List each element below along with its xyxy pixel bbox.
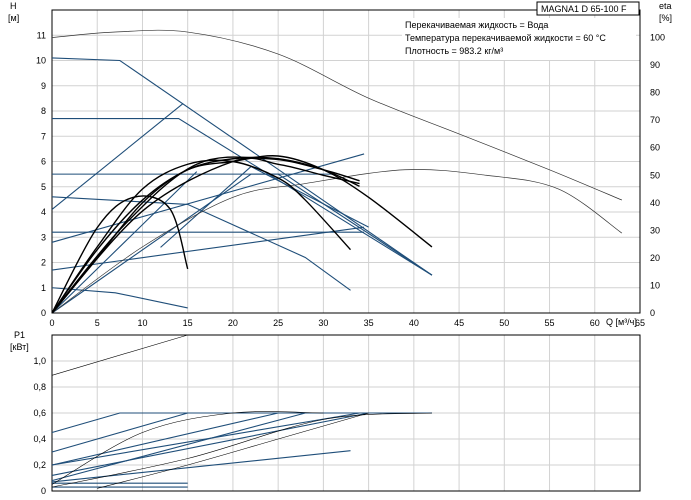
x-tick-label: 30 xyxy=(318,318,328,328)
series-line-eff-thin-13 xyxy=(51,169,623,314)
y-tick-label-eta: 30 xyxy=(650,225,660,235)
x-tick-label: 50 xyxy=(499,318,509,328)
y-tick-label-head: 2 xyxy=(41,258,46,268)
y-tick-label-head: 11 xyxy=(37,30,46,40)
series-line-pump-0 xyxy=(51,57,433,276)
x-tick-label: 65 xyxy=(635,318,645,328)
info-backdrop xyxy=(402,18,636,60)
y-tick-label-eta: 80 xyxy=(650,88,660,98)
power-line-4 xyxy=(51,412,432,476)
model-title-box xyxy=(536,1,640,16)
x-axis-label-flow: Q [м³/ч] xyxy=(606,317,637,327)
bottom-panel-series xyxy=(51,334,622,489)
power-line-8 xyxy=(51,412,360,466)
x-tick-label: 35 xyxy=(364,318,374,328)
y-tick-label-eta: 60 xyxy=(650,143,660,153)
y-axis-label-head: H xyxy=(10,1,17,11)
power-line-12 xyxy=(97,412,369,489)
model-title: MAGNA1 D 65-100 F xyxy=(541,4,627,14)
y-tick-label-power: 0,2 xyxy=(33,460,46,470)
top-panel-series xyxy=(51,29,623,314)
series-line-eff-bold-17 xyxy=(51,195,189,314)
series-line-pump-5 xyxy=(51,287,188,309)
y-axis-unit-eta: [%] xyxy=(659,13,672,23)
y-tick-label-head: 8 xyxy=(41,106,46,116)
x-tick-label: 15 xyxy=(183,318,193,328)
y-tick-label-head: 4 xyxy=(41,207,46,217)
y-tick-label-eta: 100 xyxy=(650,33,665,43)
info-line-fluid: Перекачиваемая жидкость = Вода xyxy=(405,20,548,30)
info-line-temperature: Температура перекачиваемой жидкости = 60… xyxy=(405,33,606,43)
power-line-5 xyxy=(51,412,432,482)
series-line-pump-1 xyxy=(52,118,433,276)
y-axis-label-power: P1 xyxy=(14,330,25,340)
x-tick-label: 60 xyxy=(590,318,600,328)
y-axis-label-eta: eta xyxy=(659,1,672,11)
series-line-pump-6 xyxy=(51,102,184,210)
power-line-0 xyxy=(51,334,622,376)
top-panel-ticks: 0 5 10 15 20 25 30 35 40 45 50 55 60 6501234567891011… xyxy=(36,30,665,328)
x-tick-label: 10 xyxy=(137,318,147,328)
y-tick-label-power: 1,0 xyxy=(33,356,46,366)
power-line-6 xyxy=(51,450,351,483)
y-axis-unit-head: [м] xyxy=(8,13,19,23)
y-tick-label-eta: 90 xyxy=(650,60,660,70)
bottom-panel-ticks: 0 0,2 0,4 0,6 0,8 1,0 xyxy=(33,356,46,496)
x-tick-label: 55 xyxy=(545,318,555,328)
y-tick-label-eta: 0 xyxy=(650,308,655,318)
series-line-eff-bold-18 xyxy=(51,157,360,314)
series-line-pump-4 xyxy=(51,196,351,291)
y-axis-unit-power: [кВт] xyxy=(10,342,29,352)
y-tick-label-eta: 40 xyxy=(650,198,660,208)
x-tick-label: 20 xyxy=(228,318,238,328)
y-tick-label-power: 0,4 xyxy=(33,434,46,444)
y-tick-label-head: 1 xyxy=(41,283,46,293)
series-line-pump-9 xyxy=(51,171,198,314)
series-line-eff-thin-12 xyxy=(51,29,623,201)
y-tick-label-head: 9 xyxy=(41,81,46,91)
power-line-11 xyxy=(51,412,432,488)
x-tick-label: 40 xyxy=(409,318,419,328)
y-tick-label-head: 10 xyxy=(36,56,46,66)
x-tick-label: 0 xyxy=(49,318,54,328)
x-tick-label: 45 xyxy=(454,318,464,328)
y-tick-label-eta: 20 xyxy=(650,253,660,263)
y-tick-label-head: 6 xyxy=(41,157,46,167)
y-tick-label-power: 0,6 xyxy=(33,408,46,418)
series-line-pump-7 xyxy=(51,153,365,243)
power-line-10 xyxy=(51,411,324,485)
y-tick-label-head: 7 xyxy=(41,131,46,141)
y-tick-label-eta: 70 xyxy=(650,115,660,125)
y-tick-label-head: 5 xyxy=(41,182,46,192)
x-tick-label: 25 xyxy=(273,318,283,328)
y-tick-label-power: 0,8 xyxy=(33,382,46,392)
y-tick-label-head: 3 xyxy=(41,232,46,242)
y-tick-label-eta: 10 xyxy=(650,280,660,290)
series-line-eff-bold-15 xyxy=(51,156,360,314)
y-tick-label-head: 0 xyxy=(41,308,46,318)
series-line-eff-bold-19 xyxy=(51,156,360,314)
series-line-pump-10 xyxy=(51,173,333,314)
top-panel-frame xyxy=(51,9,641,314)
x-tick-label: 5 xyxy=(95,318,100,328)
series-line-pump-2 xyxy=(52,173,433,276)
y-tick-label-eta: 50 xyxy=(650,170,660,180)
y-tick-label-power: 0 xyxy=(41,486,46,496)
info-line-density: Плотность = 983.2 кг/м³ xyxy=(405,46,503,56)
